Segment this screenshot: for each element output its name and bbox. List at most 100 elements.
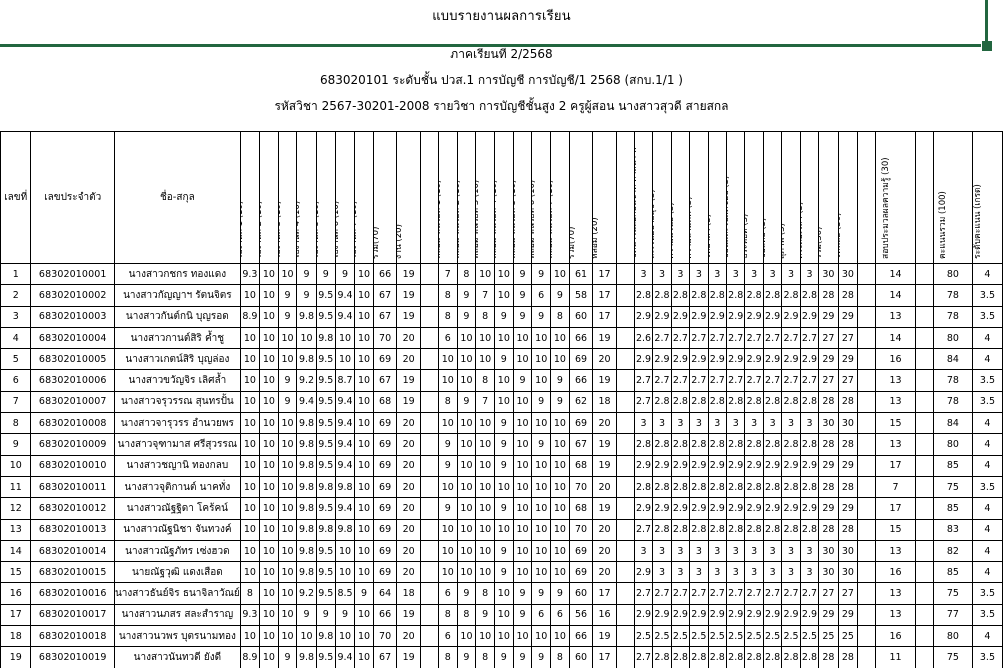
cell-attribute-7: 2.8 [744, 475, 764, 499]
cell-attribute-8: 2.9 [762, 603, 783, 627]
cell-grand-total: 80 [932, 262, 973, 286]
cell-spacer-4 [914, 475, 934, 499]
cell-attribute-10: 2.9 [799, 348, 820, 371]
cell-name: นางสาวนันทวดี ยังดี [113, 646, 241, 668]
table-row[interactable]: 10 68302010010 นางสาวชญานิ ทองกลบ 10 10 10 9.8… [0, 454, 1003, 477]
table-row[interactable]: 15 68302010015 นายณัฐวุฒิ แดงเสือด 10 10 10 9.… [0, 561, 1003, 584]
cell-index: 11 [0, 475, 32, 499]
col-header-grade-label: ระดับคะแนน (เกรด) [972, 184, 983, 259]
cell-unit-total: 70 [568, 518, 594, 541]
table-row[interactable]: 16 68302010016 นางสาวธันย์จิร ธนาจิลาวัณย์… [0, 582, 1003, 605]
cell-grade: 4 [971, 412, 1003, 435]
col-header-attribute-5-label: จิตอาสา (3) [708, 213, 713, 259]
cell-work-7: 10 [354, 518, 374, 541]
col-header-work-3-label: ใบงานที่ 3 (10) [278, 200, 284, 259]
cell-work-6: 9 [334, 262, 356, 286]
cell-name: นางสาวชญานิ ทองกลบ [113, 454, 241, 477]
cell-attr-weighted: 25 [837, 625, 859, 648]
table-row[interactable]: 19 68302010019 นางสาวนันทวดี ยังดี 8.9 10 9 9.… [0, 646, 1003, 668]
table-row[interactable]: 7 68302010007 นางสาวจรุวรรณ สุนทรปั้น 10 10 9… [0, 390, 1003, 414]
cell-work-5: 9.8 [315, 475, 336, 499]
table-row[interactable]: 6 68302010006 นางสาวขวัญจิร เลิศล้ำ 10 10 9 9.… [0, 369, 1003, 392]
cell-index: 16 [0, 582, 32, 605]
cell-attribute-10: 2.8 [799, 390, 820, 414]
cell-spacer-1 [419, 326, 439, 350]
cell-attribute-4: 2.8 [689, 518, 709, 541]
cell-spacer-1 [419, 390, 439, 414]
col-header-attr-total: รวม(30) [818, 131, 839, 264]
cell-work-total: 69 [372, 475, 398, 499]
cell-unit-3: 9 [475, 603, 495, 627]
cell-attribute-3: 2.8 [670, 475, 691, 499]
cell-grand-total: 75 [932, 582, 973, 605]
cell-unit-4: 10 [493, 582, 514, 605]
table-row[interactable]: 13 68302010013 นางสาวณัฐนิชา จันทวงค์ 10 10 1… [0, 518, 1003, 541]
cell-unit-6: 10 [531, 497, 552, 520]
col-header-knowledge: สอบประมวลผลความรู้ (30) [875, 131, 916, 264]
cell-unit-7: 10 [550, 539, 570, 563]
cell-attribute-9: 2.9 [781, 305, 801, 328]
table-row[interactable]: 18 68302010018 นางสาวนวพร บุตรนามทอง 10 10 10… [0, 625, 1003, 648]
cell-work-7: 9 [354, 582, 374, 605]
cell-attribute-8: 2.7 [762, 326, 783, 350]
table-row[interactable]: 5 68302010005 นางสาวเกตน์สิริ บุญล่อง 10 10 1… [0, 348, 1003, 371]
table-row[interactable]: 14 68302010014 นางสาวณัฐภัทร เซ่งฮวด 10 10 10… [0, 539, 1003, 563]
cell-unit-total: 69 [568, 348, 594, 371]
cell-unit-total: 68 [568, 497, 594, 520]
cell-spacer-4 [914, 561, 934, 584]
cell-knowledge: 13 [875, 603, 916, 627]
cell-attribute-4: 2.7 [689, 582, 709, 605]
cell-attr-weighted: 29 [837, 305, 859, 328]
cell-attribute-4: 2.8 [689, 284, 709, 307]
cell-attribute-4: 2.9 [689, 305, 709, 328]
cell-attribute-2: 2.7 [652, 326, 672, 350]
cell-unit-6: 9 [531, 646, 552, 668]
cell-unit-5: 10 [512, 412, 533, 435]
cell-work-2: 10 [259, 518, 279, 541]
cell-work-total: 70 [372, 326, 398, 350]
table-row[interactable]: 9 68302010009 นางสาวจุฑามาส ศรีสุวรรณ 10 10 1… [0, 433, 1003, 456]
table-row[interactable]: 11 68302010011 นางสาวจุติกานต์ นาคทั่ง 10 10… [0, 475, 1003, 499]
cell-knowledge: 13 [875, 433, 916, 456]
cell-attribute-8: 2.7 [762, 582, 783, 605]
table-row[interactable]: 8 68302010008 นางสาวจารุวรร อำนวยพร 10 10 10 9… [0, 412, 1003, 435]
table-row[interactable]: 4 68302010004 นางสาวกานต์สิริ ค้ำชู 10 10 10 1… [0, 326, 1003, 350]
cell-unit-4: 9 [493, 305, 514, 328]
cell-work-3: 10 [277, 326, 298, 350]
cell-spacer-1 [419, 603, 439, 627]
cell-spacer-1 [419, 412, 439, 435]
cell-unit-1: 10 [437, 369, 458, 392]
table-row[interactable]: 3 68302010003 นางสาวกันต์กนิ บุญรอด 8.9 10 9 9… [0, 305, 1003, 328]
cell-work-total: 69 [372, 348, 398, 371]
cell-attribute-9: 3 [781, 539, 801, 563]
col-header-work-total: รวม(70) [372, 131, 398, 264]
cell-work-weighted: 19 [396, 262, 421, 286]
cell-attribute-4: 3 [689, 262, 709, 286]
cell-grand-total: 85 [932, 454, 973, 477]
cell-student-id: 68302010017 [30, 603, 115, 627]
cell-attribute-7: 2.9 [744, 348, 764, 371]
cell-unit-weighted: 17 [592, 284, 617, 307]
cell-unit-weighted: 17 [592, 646, 617, 668]
cell-attribute-9: 2.5 [781, 625, 801, 648]
cell-attr-total: 30 [818, 561, 839, 584]
cell-spacer-3 [857, 625, 877, 648]
col-header-unit-weighted: หลอม (20) [592, 131, 617, 264]
cell-attribute-8: 2.8 [762, 390, 783, 414]
cell-attribute-3: 3 [670, 539, 691, 563]
cell-unit-weighted: 19 [592, 625, 617, 648]
cell-work-6: 9.4 [334, 412, 356, 435]
cell-unit-1: 10 [437, 412, 458, 435]
cell-student-id: 68302010007 [30, 390, 115, 414]
cell-attribute-4: 2.8 [689, 390, 709, 414]
cell-spacer-2 [615, 582, 635, 605]
cell-knowledge: 13 [875, 369, 916, 392]
table-row[interactable]: 2 68302010002 นางสาวกัญญาฯ รัตนจิตร 10 10 9 9 9… [0, 284, 1003, 307]
table-row[interactable]: 17 68302010017 นางสาวนภสร สละสำราญ 9.3 10 10 9… [0, 603, 1003, 627]
cell-attribute-6: 3 [726, 412, 746, 435]
cell-work-weighted: 19 [396, 390, 421, 414]
cell-grand-total: 78 [932, 305, 973, 328]
table-row[interactable]: 12 68302010012 นางสาวณัฐฐิดา โคร้คน์ 10 10 10… [0, 497, 1003, 520]
table-row[interactable]: 1 68302010001 นางสาวกชกร ทองแดง 9.3 10 10 9 9 9 1… [0, 262, 1003, 286]
cell-spacer-3 [857, 305, 877, 328]
